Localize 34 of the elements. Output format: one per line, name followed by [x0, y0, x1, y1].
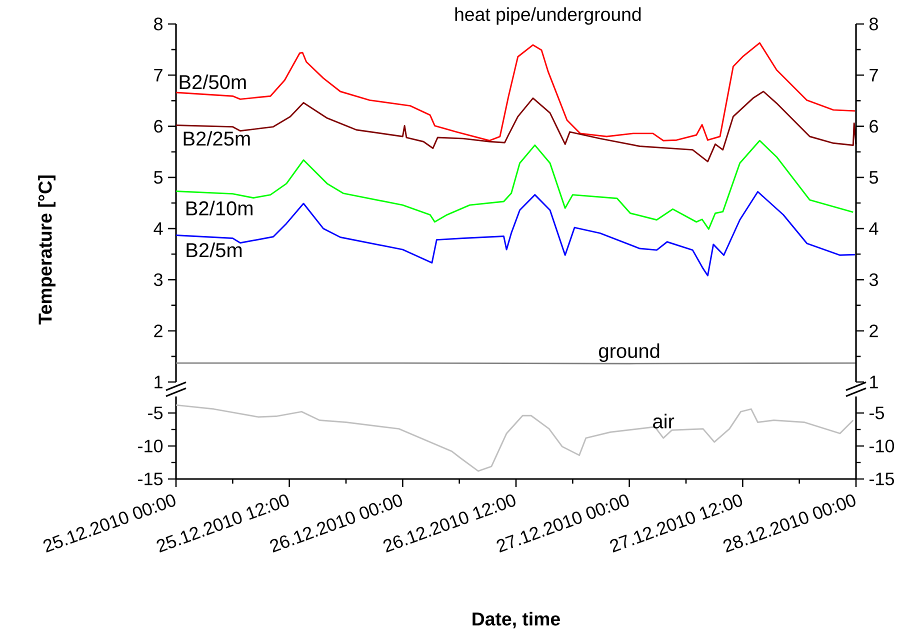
y2-tick-label: 1 [870, 376, 878, 388]
y-tick-label: 1 [154, 376, 162, 388]
y-axis-title: Temperature [°C] [38, 175, 56, 324]
y-tick-label: -5 [148, 406, 163, 420]
y-tick-label: 3 [154, 273, 162, 286]
series-label: air [653, 414, 674, 428]
y2-tick-label: -10 [870, 440, 894, 452]
y2-tick-label: 4 [869, 222, 878, 235]
y-tick-label: 4 [154, 222, 163, 235]
y-tick-label: 8 [154, 18, 162, 30]
line-series [175, 191, 856, 276]
line-series [175, 404, 854, 472]
y-tick-label: -10 [138, 440, 163, 452]
y2-tick-label: 5 [869, 171, 878, 184]
line-series [175, 90, 857, 162]
series-label: B2/25m [184, 131, 250, 146]
y-tick-label: 6 [154, 120, 162, 133]
series-label: B2/50m [180, 74, 246, 90]
series-label: B2/5m [186, 242, 242, 258]
y-tick-label: 2 [154, 324, 162, 338]
y2-tick-label: 2 [870, 324, 878, 338]
series-label: B2/10m [186, 200, 252, 216]
y-tick-label: -15 [138, 472, 163, 486]
y2-tick-label: 8 [869, 18, 878, 30]
y-tick-label: 5 [154, 171, 163, 184]
y2-tick-label: -15 [870, 472, 894, 486]
y2-tick-label: 3 [869, 273, 878, 286]
x-axis-title: Date, time [472, 612, 560, 628]
chart-title: heat pipe/underground [455, 7, 641, 25]
series-label: ground [599, 343, 660, 362]
y2-tick-label: 7 [870, 68, 878, 82]
y-tick-label: 7 [154, 68, 162, 82]
y2-tick-label: 6 [870, 120, 878, 133]
y2-tick-label: -5 [870, 406, 884, 420]
